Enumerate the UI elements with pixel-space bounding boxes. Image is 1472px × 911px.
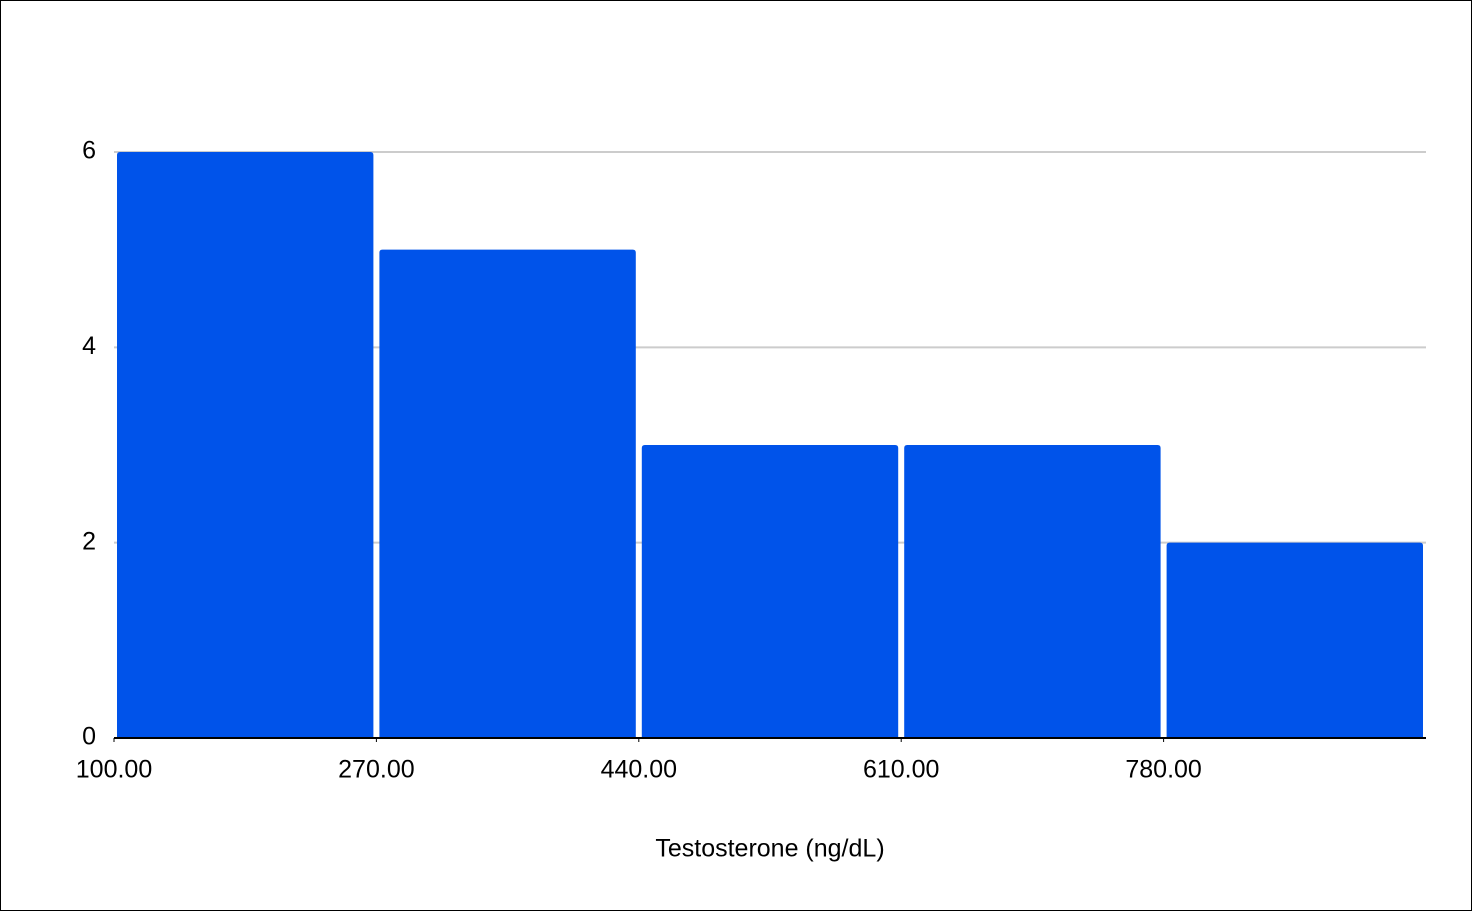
bar <box>904 445 1161 738</box>
y-tick-label: 6 <box>82 137 96 165</box>
y-tick-label: 0 <box>82 723 96 751</box>
bar <box>379 249 636 738</box>
y-tick-label: 2 <box>82 527 96 555</box>
bar <box>117 152 374 738</box>
bar <box>1166 542 1423 738</box>
x-tick-label: 610.00 <box>863 756 939 784</box>
x-tick-label: 440.00 <box>601 756 677 784</box>
x-tick-label: 780.00 <box>1125 756 1201 784</box>
bar <box>641 445 899 738</box>
x-axis-title: Testosterone (ng/dL) <box>655 835 884 863</box>
x-tick-label: 100.00 <box>76 756 152 784</box>
x-tick-label: 270.00 <box>338 756 414 784</box>
y-tick-label: 4 <box>82 332 96 360</box>
